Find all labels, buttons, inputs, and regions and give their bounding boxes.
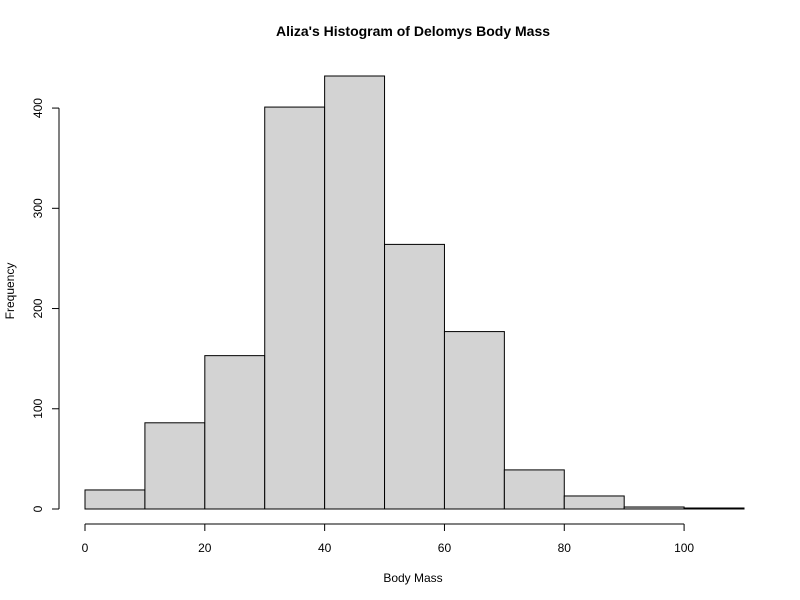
histogram-bar-10-20 <box>144 422 206 510</box>
histogram-bar-90-100 <box>623 506 685 510</box>
x-tick-label-20: 20 <box>198 541 212 555</box>
x-tick-label-40: 40 <box>318 541 332 555</box>
y-tick-label-0: 0 <box>31 505 45 512</box>
histogram-bar-80-90 <box>563 495 625 510</box>
x-axis-label: Body Mass <box>383 571 442 585</box>
histogram-bar-100-110 <box>683 507 745 510</box>
y-axis: 0 100 200 300 400 <box>31 98 60 512</box>
x-tick-label-0: 0 <box>82 541 89 555</box>
y-axis-label: Frequency <box>3 263 17 320</box>
histogram-bar-0-10 <box>84 489 146 510</box>
histogram-bar-40-50 <box>324 75 386 510</box>
y-tick-label-100: 100 <box>31 398 45 418</box>
histogram-bar-50-60 <box>384 243 445 510</box>
x-tick-label-80: 80 <box>558 541 572 555</box>
x-tick-label-100: 100 <box>674 541 694 555</box>
y-tick-label-400: 400 <box>31 98 45 118</box>
chart-title: Aliza's Histogram of Delomys Body Mass <box>276 23 550 39</box>
histogram-bar-70-80 <box>503 469 565 510</box>
y-tick-label-200: 200 <box>31 298 45 318</box>
bars-group <box>84 75 745 510</box>
x-axis: 0 20 40 60 80 100 <box>82 523 694 555</box>
histogram-bar-30-40 <box>264 106 326 510</box>
y-tick-label-300: 300 <box>31 198 45 218</box>
x-tick-label-60: 60 <box>438 541 452 555</box>
histogram-bar-20-30 <box>204 355 266 510</box>
histogram-bar-60-70 <box>443 331 505 510</box>
